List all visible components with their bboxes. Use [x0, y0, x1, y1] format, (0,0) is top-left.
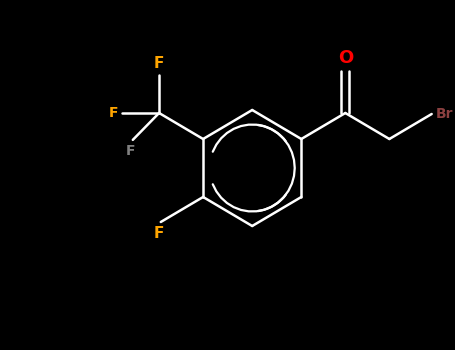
Text: F: F — [154, 56, 164, 71]
Text: O: O — [338, 49, 353, 67]
Text: F: F — [126, 144, 136, 158]
Text: F: F — [154, 226, 164, 241]
Text: Br: Br — [435, 107, 453, 121]
Text: F: F — [109, 106, 118, 120]
